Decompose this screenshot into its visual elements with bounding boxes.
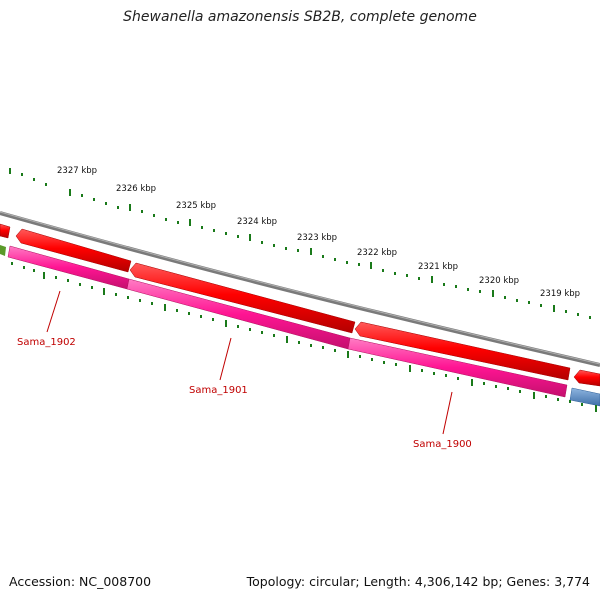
leader-line	[219, 337, 232, 381]
gene-label-sama-1900[interactable]: Sama_1900	[413, 439, 472, 450]
scale-label: 2324 kbp	[237, 217, 277, 227]
genome-backbone	[0, 211, 600, 367]
gene-arrow-forward[interactable]	[129, 262, 356, 334]
reverse-strand-genes	[0, 245, 600, 407]
scale-label: 2327 kbp	[57, 166, 97, 176]
scale-labels: 2327 kbp 2326 kbp 2325 kbp 2324 kbp 2323…	[57, 166, 580, 299]
scale-label: 2322 kbp	[357, 248, 397, 258]
scale-label: 2325 kbp	[176, 201, 216, 211]
gene-arrow-forward[interactable]	[573, 369, 600, 387]
gene-bar-other[interactable]	[569, 387, 600, 407]
gene-labels: Sama_1902 Sama_1901 Sama_1900	[17, 290, 472, 450]
gene-bar-green[interactable]	[0, 245, 6, 256]
gene-arrow-forward[interactable]	[15, 228, 132, 273]
scale-label: 2326 kbp	[116, 184, 156, 194]
accession-text: Accession: NC_008700	[9, 574, 152, 589]
inner-tick-ring	[11, 262, 597, 412]
scale-label: 2320 kbp	[479, 276, 519, 286]
gene-label-sama-1901[interactable]: Sama_1901	[189, 385, 248, 396]
map-title: Shewanella amazonensis SB2B, complete ge…	[123, 9, 477, 25]
forward-strand-genes	[0, 223, 600, 387]
scale-label: 2323 kbp	[297, 233, 337, 243]
gene-label-sama-1902[interactable]: Sama_1902	[17, 337, 76, 348]
leader-line	[442, 391, 453, 435]
scale-label: 2319 kbp	[540, 289, 580, 299]
genome-summary-text: Topology: circular; Length: 4,306,142 bp…	[246, 574, 590, 589]
leader-line	[46, 290, 61, 333]
outer-tick-ring	[9, 168, 591, 319]
gene-bar-reverse[interactable]	[347, 337, 568, 398]
gene-arrow-forward[interactable]	[354, 321, 571, 381]
scale-label: 2321 kbp	[418, 262, 458, 272]
gene-arrow-forward[interactable]	[0, 223, 11, 239]
